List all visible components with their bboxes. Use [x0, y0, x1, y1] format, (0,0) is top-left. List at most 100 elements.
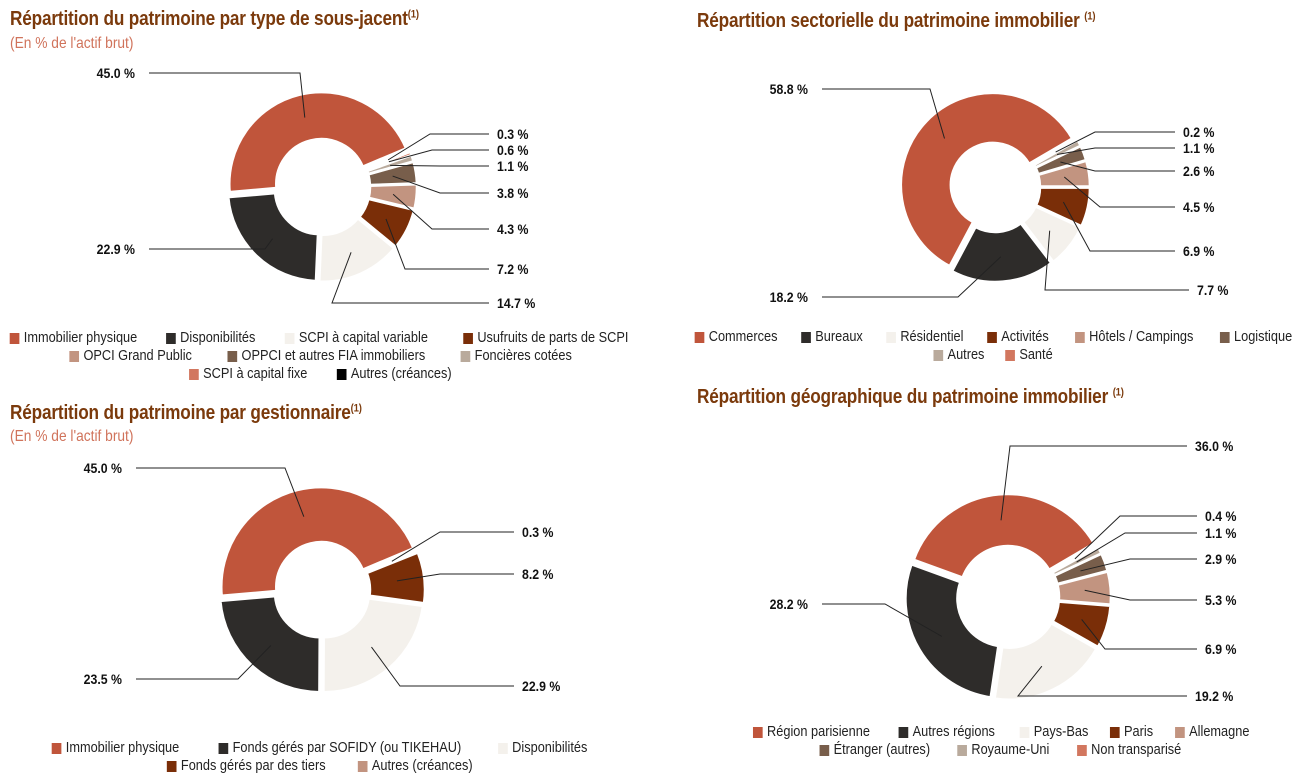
data-label: 2.6 %	[1183, 163, 1215, 179]
leader-line	[392, 193, 489, 230]
legend-label: Santé	[1019, 347, 1053, 363]
legend-item: Fonds gérés par des tiers	[166, 758, 325, 774]
leader-line	[1060, 161, 1175, 172]
legend-label: Royaume-Uni	[971, 742, 1050, 758]
legend-swatch-icon	[165, 332, 176, 344]
leader-line	[149, 238, 273, 250]
legend-swatch-icon	[1074, 331, 1085, 343]
legend-item: SCPI à capital variable	[284, 330, 428, 346]
legend-label: Commerces	[708, 329, 778, 345]
title-text: Répartition géographique du patrimoine i…	[697, 386, 1109, 408]
leader-line	[1074, 515, 1197, 560]
legend-swatch-icon	[819, 744, 829, 756]
data-label: 8.2 %	[522, 566, 554, 582]
legend-label: Immobilier physique	[23, 330, 137, 346]
legend-swatch-icon	[166, 760, 177, 772]
legend-label: Usufruits de parts de SCPI	[477, 330, 629, 346]
data-label: 6.9 %	[1205, 641, 1237, 657]
legend-item: Santé	[1005, 347, 1053, 363]
legend-label: Pays-Bas	[1034, 724, 1089, 740]
donut-chart-0: 45.0 %22.9 %14.7 %7.2 %4.3 %3.8 %1.1 %0.…	[97, 65, 536, 311]
data-label: 0.6 %	[497, 142, 529, 158]
data-label: 45.0 %	[84, 460, 123, 476]
legend-label: SCPI à capital fixe	[202, 366, 307, 382]
legend-label: Immobilier physique	[65, 740, 180, 756]
data-label: 19.2 %	[1195, 688, 1234, 704]
donut-slice	[1050, 600, 1112, 649]
legend-item: Autres régions	[898, 724, 995, 740]
legend-row: Autres Santé	[673, 346, 1299, 364]
legend-label: Autres (créances)	[371, 758, 473, 774]
legend-label: Résidentiel	[900, 329, 964, 345]
donut-chart-1: 58.8 % 18.2 % 7.7 % 6.9 % 4.5 % 2.6 % 1.1 %0.2…	[770, 81, 1229, 305]
legend-item: Fonds gérés par SOFIDY (ou TIKEHAU)	[218, 740, 461, 756]
title-text: Répartition sectorielle du patrimoine im…	[697, 10, 1080, 32]
leader-line	[1076, 532, 1197, 563]
data-label: 5.3 %	[1205, 592, 1237, 608]
legend-item: Région parisienne	[752, 724, 870, 740]
title-text: Répartition du patrimoine par gestionnai…	[10, 402, 351, 424]
legend-item: Paris	[1110, 724, 1154, 740]
data-label: 22.9 %	[97, 241, 136, 257]
legend-item: Hôtels / Campings	[1074, 329, 1194, 345]
data-label: 1.1 %	[1205, 525, 1237, 541]
donut-slice	[357, 197, 416, 249]
leader-line	[1081, 619, 1197, 650]
donut-chart-3: 36.0 % 28.2 % 19.2 % 6.9 % 5.3 % 2.9 % 1.1 %0.…	[770, 438, 1237, 704]
footnote-marker: (1)	[1112, 386, 1124, 399]
legend-1: Commerces Bureaux Résidentiel Activités Hôte…	[673, 328, 1299, 364]
data-label: 36.0 %	[1195, 438, 1234, 454]
title-text: Répartition du patrimoine par type de so…	[10, 8, 408, 30]
leader-line	[387, 133, 489, 161]
legend-label: Hôtels / Campings	[1088, 329, 1194, 345]
legend-label: Autres	[947, 347, 985, 363]
legend-0: Immobilier physique Disponibilités SCPI à …	[0, 329, 640, 383]
leader-line	[822, 603, 943, 637]
legend-label: OPPCI et autres FIA immobiliers	[241, 348, 426, 364]
legend-label: Bureaux	[815, 329, 863, 345]
leader-line	[396, 573, 514, 582]
leader-line	[385, 218, 489, 270]
legend-item: Royaume-Uni	[957, 742, 1050, 758]
data-label: 58.8 %	[770, 81, 809, 97]
data-label: 0.2 %	[1183, 124, 1215, 140]
leader-line	[388, 149, 489, 163]
legend-swatch-icon	[1005, 349, 1015, 361]
legend-swatch-icon	[497, 742, 508, 754]
data-label: 0.3 %	[522, 524, 554, 540]
leader-line	[149, 72, 306, 118]
legend-swatch-icon	[218, 742, 229, 754]
legend-swatch-icon	[462, 332, 473, 344]
legend-item: Activités	[986, 329, 1049, 345]
legend-swatch-icon	[1110, 726, 1121, 738]
chart-subtitle-gestionnaire: (En % de l'actif brut)	[10, 428, 134, 445]
donut-slice	[904, 562, 1000, 699]
legend-row: Étranger (autres) Royaume-Uni Non transpar…	[680, 741, 1299, 759]
legend-label: Disponibilités	[179, 330, 255, 346]
donut-slice	[220, 485, 416, 598]
legend-swatch-icon	[1220, 331, 1230, 343]
data-label: 0.4 %	[1205, 508, 1237, 524]
chart-title-geographique: Répartition géographique du patrimoine i…	[697, 386, 1124, 409]
donut-slice	[218, 594, 321, 694]
legend-row: Commerces Bureaux Résidentiel Activités Hôte…	[673, 328, 1299, 346]
legend-item: SCPI à capital fixe	[188, 366, 307, 382]
legend-item: OPPCI et autres FIA immobiliers	[227, 348, 426, 364]
data-label: 6.9 %	[1183, 243, 1215, 259]
donut-slice	[950, 221, 1054, 284]
legend-label: Disponibilités	[511, 740, 587, 756]
legend-swatch-icon	[1175, 726, 1186, 738]
legend-item: Usufruits de parts de SCPI	[462, 330, 629, 346]
leader-line	[136, 645, 272, 680]
legend-label: Région parisienne	[767, 724, 870, 740]
leader-line	[1056, 147, 1175, 156]
legend-row: Immobilier physique Fonds gérés par SOFID…	[0, 739, 638, 757]
legend-swatch-icon	[460, 350, 471, 362]
leader-line	[390, 164, 489, 167]
chart-title-sectorielle: Répartition sectorielle du patrimoine im…	[697, 10, 1095, 33]
legend-swatch-icon	[886, 331, 896, 343]
leader-line	[1084, 589, 1197, 601]
data-label: 22.9 %	[522, 678, 561, 694]
legend-label: Activités	[1000, 329, 1049, 345]
